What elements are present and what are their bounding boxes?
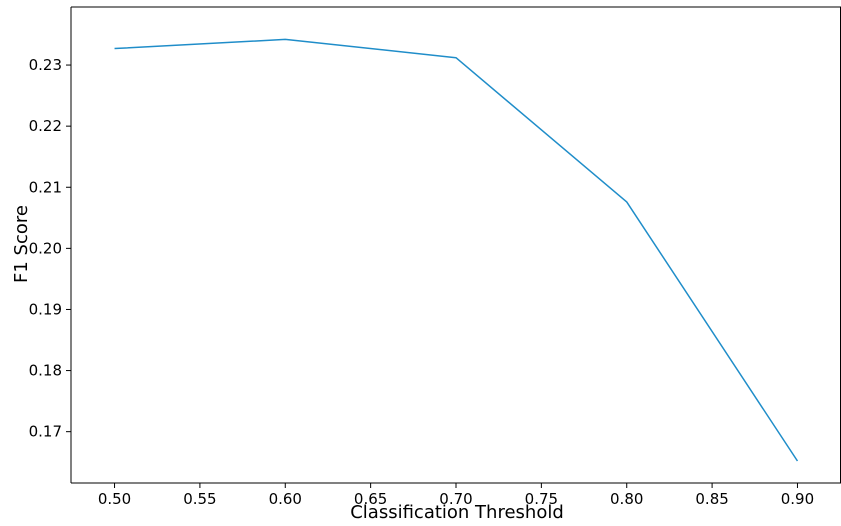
y-tick-label: 0.23 [29, 56, 62, 74]
x-tick-label: 0.90 [781, 490, 814, 508]
y-axis-ticks: 0.17 0.18 0.19 0.20 0.21 0.22 0.23 [29, 56, 71, 441]
series-layer [114, 38, 799, 462]
x-tick-label: 0.55 [183, 490, 216, 508]
x-axis-label: Classification Threshold [350, 502, 564, 523]
x-axis-ticks: 0.50 0.55 0.60 0.65 0.70 0.75 0.80 0.85 0.90 [98, 483, 814, 508]
x-tick-label: 0.50 [98, 490, 131, 508]
y-axis-label: F1 Score [11, 205, 32, 283]
y-tick-label: 0.20 [29, 239, 62, 257]
y-tick-label: 0.22 [29, 117, 62, 135]
x-tick-label: 0.85 [695, 490, 728, 508]
x-tick-label: 0.65 [354, 490, 387, 508]
y-tick-label: 0.19 [29, 300, 62, 318]
y-tick-label: 0.18 [29, 362, 62, 380]
y-tick-label: 0.21 [29, 178, 62, 196]
x-tick-label: 0.75 [525, 490, 558, 508]
x-tick-label: 0.70 [439, 490, 472, 508]
x-tick-label: 0.80 [610, 490, 643, 508]
y-tick-label: 0.17 [29, 423, 62, 441]
x-tick-label: 0.60 [269, 490, 302, 508]
